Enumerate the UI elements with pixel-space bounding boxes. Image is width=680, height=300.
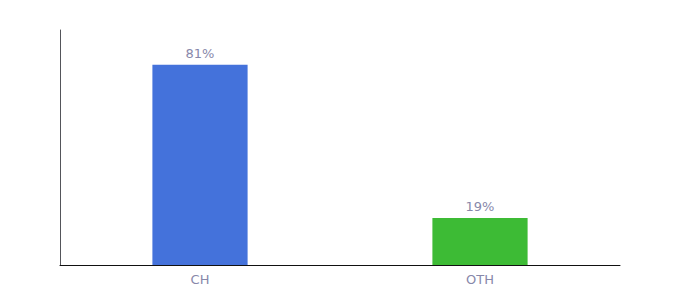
svg-text:OTH: OTH [466, 272, 494, 287]
svg-text:CH: CH [191, 272, 210, 287]
svg-text:19%: 19% [466, 199, 495, 214]
svg-text:81%: 81% [186, 46, 215, 61]
